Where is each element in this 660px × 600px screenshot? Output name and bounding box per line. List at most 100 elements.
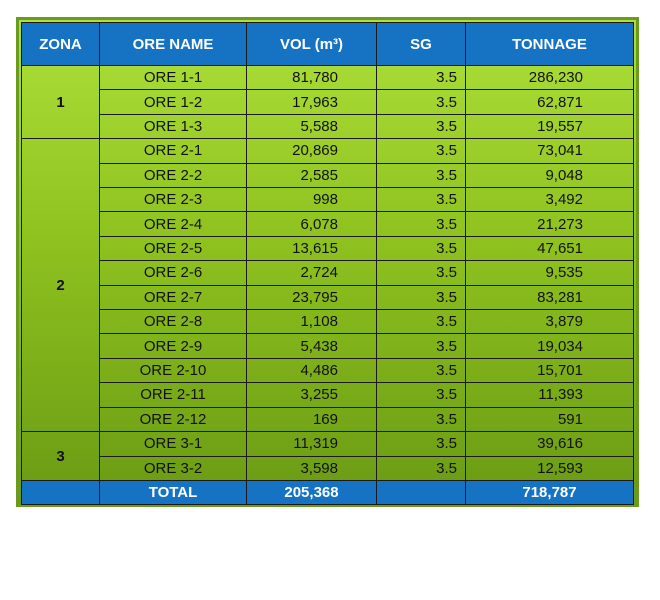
vol-cell: 3,255: [246, 382, 377, 408]
table-row: 1 ORE 1-1 81,780 3.5 286,230: [21, 64, 634, 140]
table-row: ORE 2-3 998 3.5 3,492: [22, 187, 634, 213]
tonnage-cell: 21,273: [465, 211, 634, 237]
vol-cell: 5,438: [246, 333, 377, 359]
table-row: 2 ORE 2-1 20,869 3.5 73,041: [21, 138, 634, 433]
table-row: ORE 3-2 3,598 3.5 12,593: [22, 455, 634, 481]
tonnage-cell: 73,041: [465, 138, 634, 164]
header-row: ZONA ORE NAME VOL (m³) SG TONNAGE: [21, 22, 634, 66]
sg-cell: 3.5: [376, 333, 466, 359]
sg-cell: 3.5: [376, 235, 466, 262]
table-row: ORE 1-3 5,588 3.5 19,557: [22, 113, 634, 140]
ore-name-cell: ORE 1-3: [99, 113, 247, 140]
sg-cell: 3.5: [376, 455, 466, 481]
tonnage-cell: 3,492: [465, 187, 634, 213]
ore-name-cell: ORE 2-7: [99, 284, 247, 311]
tonnage-cell: 19,557: [465, 113, 634, 140]
tonnage-cell: 83,281: [465, 284, 634, 311]
tonnage-cell: 286,230: [465, 64, 634, 91]
sg-cell: 3.5: [376, 187, 466, 213]
sg-cell: 3.5: [376, 138, 466, 164]
vol-cell: 81,780: [246, 64, 377, 91]
ore-name-cell: ORE 2-5: [99, 235, 247, 262]
ore-name-cell: ORE 2-2: [99, 162, 247, 189]
total-row: TOTAL 205,368 718,787: [21, 480, 634, 505]
sg-cell: 3.5: [376, 309, 466, 335]
table-row: ORE 1-2 17,963 3.5 62,871: [22, 89, 634, 115]
vol-cell: 998: [246, 187, 377, 213]
sg-cell: 3.5: [376, 64, 466, 91]
ore-tonnage-table: ZONA ORE NAME VOL (m³) SG TONNAGE 1 ORE 1…: [21, 22, 634, 505]
vol-cell: 2,724: [246, 260, 377, 286]
total-label: TOTAL: [99, 480, 247, 505]
tonnage-cell: 39,616: [465, 431, 634, 457]
zona-cell: 1: [21, 64, 100, 140]
sg-cell: 3.5: [376, 357, 466, 384]
table-row: ORE 2-2 2,585 3.5 9,048: [22, 162, 634, 189]
tonnage-cell: 9,535: [465, 260, 634, 286]
sg-cell: 3.5: [376, 113, 466, 140]
total-vol: 205,368: [246, 480, 377, 505]
total-tonnage: 718,787: [465, 480, 634, 505]
ore-name-cell: ORE 2-11: [99, 382, 247, 408]
ore-name-cell: ORE 2-8: [99, 309, 247, 335]
vol-cell: 5,588: [246, 113, 377, 140]
table-row: 3 ORE 3-1 11,319 3.5 39,616: [21, 431, 634, 481]
tonnage-cell: 62,871: [465, 89, 634, 115]
vol-cell: 4,486: [246, 357, 377, 384]
tonnage-cell: 15,701: [465, 357, 634, 384]
vol-cell: 20,869: [246, 138, 377, 164]
sg-cell: 3.5: [376, 406, 466, 433]
tonnage-cell: 19,034: [465, 333, 634, 359]
table-row: ORE 2-8 1,108 3.5 3,879: [22, 309, 634, 335]
tonnage-cell: 12,593: [465, 455, 634, 481]
ore-name-cell: ORE 1-1: [99, 64, 247, 91]
ore-name-cell: ORE 2-9: [99, 333, 247, 359]
sg-cell: 3.5: [376, 382, 466, 408]
ore-name-cell: ORE 2-12: [99, 406, 247, 433]
sg-cell: 3.5: [376, 89, 466, 115]
ore-name-cell: ORE 2-3: [99, 187, 247, 213]
vol-cell: 1,108: [246, 309, 377, 335]
header-vol: VOL (m³): [246, 22, 377, 66]
header-zona: ZONA: [21, 22, 100, 66]
tonnage-cell: 9,048: [465, 162, 634, 189]
table-row: ORE 2-12 169 3.5 591: [22, 406, 634, 433]
table-row: ORE 2-5 13,615 3.5 47,651: [22, 235, 634, 262]
ore-name-cell: ORE 3-2: [99, 455, 247, 481]
header-sg: SG: [376, 22, 466, 66]
zona-cell: 2: [21, 138, 100, 433]
header-ore-name: ORE NAME: [99, 22, 247, 66]
ore-name-cell: ORE 1-2: [99, 89, 247, 115]
sg-cell: 3.5: [376, 284, 466, 311]
table-body: 1 ORE 1-1 81,780 3.5 286,230 ORE 1-2 17,963 3.5…: [21, 64, 634, 481]
ore-name-cell: ORE 2-6: [99, 260, 247, 286]
total-sg: [376, 480, 466, 505]
tonnage-cell: 47,651: [465, 235, 634, 262]
ore-name-cell: ORE 2-1: [99, 138, 247, 164]
tonnage-cell: 591: [465, 406, 634, 433]
table-row: ORE 2-6 2,724 3.5 9,535: [22, 260, 634, 286]
ore-name-cell: ORE 2-10: [99, 357, 247, 384]
vol-cell: 169: [246, 406, 377, 433]
vol-cell: 11,319: [246, 431, 377, 457]
ore-name-cell: ORE 2-4: [99, 211, 247, 237]
vol-cell: 23,795: [246, 284, 377, 311]
vol-cell: 17,963: [246, 89, 377, 115]
ore-name-cell: ORE 3-1: [99, 431, 247, 457]
table-row: ORE 2-10 4,486 3.5 15,701: [22, 357, 634, 384]
vol-cell: 3,598: [246, 455, 377, 481]
ore-tonnage-table-frame: ZONA ORE NAME VOL (m³) SG TONNAGE 1 ORE 1…: [16, 17, 639, 507]
sg-cell: 3.5: [376, 260, 466, 286]
vol-cell: 6,078: [246, 211, 377, 237]
tonnage-cell: 3,879: [465, 309, 634, 335]
zona-cell: 3: [21, 431, 100, 481]
sg-cell: 3.5: [376, 162, 466, 189]
tonnage-cell: 11,393: [465, 382, 634, 408]
vol-cell: 2,585: [246, 162, 377, 189]
sg-cell: 3.5: [376, 431, 466, 457]
total-zona-cell: [21, 480, 100, 505]
header-tonnage: TONNAGE: [465, 22, 634, 66]
table-row: ORE 2-9 5,438 3.5 19,034: [22, 333, 634, 359]
table-row: ORE 2-4 6,078 3.5 21,273: [22, 211, 634, 237]
table-row: ORE 2-7 23,795 3.5 83,281: [22, 284, 634, 311]
